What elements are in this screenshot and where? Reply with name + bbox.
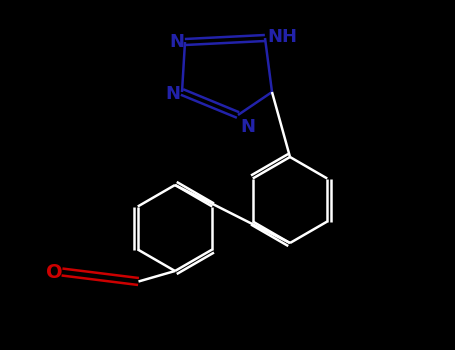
- Text: N: N: [169, 33, 184, 51]
- Text: O: O: [46, 262, 62, 281]
- Text: NH: NH: [267, 28, 297, 46]
- Text: N: N: [240, 118, 255, 136]
- Text: N: N: [165, 85, 180, 103]
